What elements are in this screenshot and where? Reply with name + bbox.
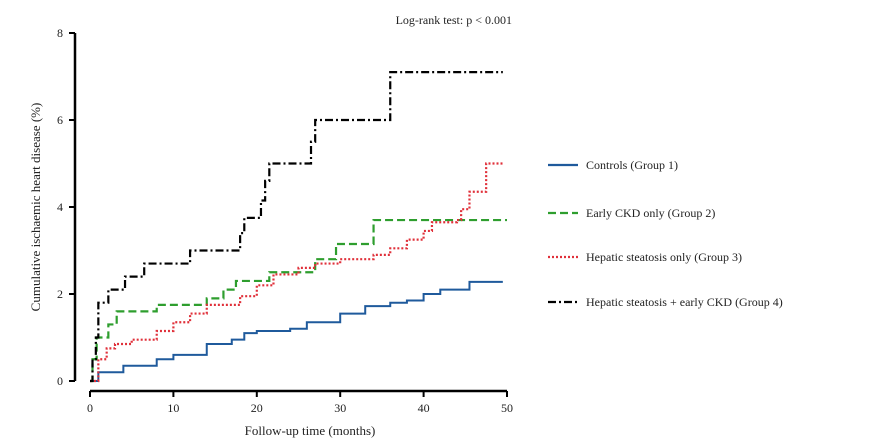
x-tick-label: 20 <box>251 401 263 415</box>
x-tick-label: 0 <box>87 401 93 415</box>
legend-label: Hepatic steatosis + early CKD (Group 4) <box>586 295 783 309</box>
y-tick-label: 6 <box>57 113 63 127</box>
annotation: Log-rank test: p < 0.001 <box>396 13 512 27</box>
x-tick-label: 50 <box>501 401 513 415</box>
legend: Controls (Group 1) Early CKD only (Group … <box>548 158 783 309</box>
x-tick-label: 40 <box>418 401 430 415</box>
y-tick-label: 2 <box>57 287 63 301</box>
y-tick-label: 4 <box>57 200 63 214</box>
legend-label: Controls (Group 1) <box>586 158 678 172</box>
series-line-group-4 <box>90 71 503 383</box>
x-tick-label: 10 <box>167 401 179 415</box>
y-axis-label: Cumulative ischaemic heart disease (%) <box>28 103 43 312</box>
y-tick-label: 8 <box>57 26 63 40</box>
legend-label: Early CKD only (Group 2) <box>586 206 715 220</box>
y-tick-label: 0 <box>57 374 63 388</box>
legend-label: Hepatic steatosis only (Group 3) <box>586 250 742 264</box>
series-line-group-1 <box>90 280 503 382</box>
series-line-group-3 <box>90 162 503 383</box>
series-line-group-2 <box>90 218 507 383</box>
x-tick-label: 30 <box>334 401 346 415</box>
x-axis-label: Follow-up time (months) <box>245 423 376 438</box>
